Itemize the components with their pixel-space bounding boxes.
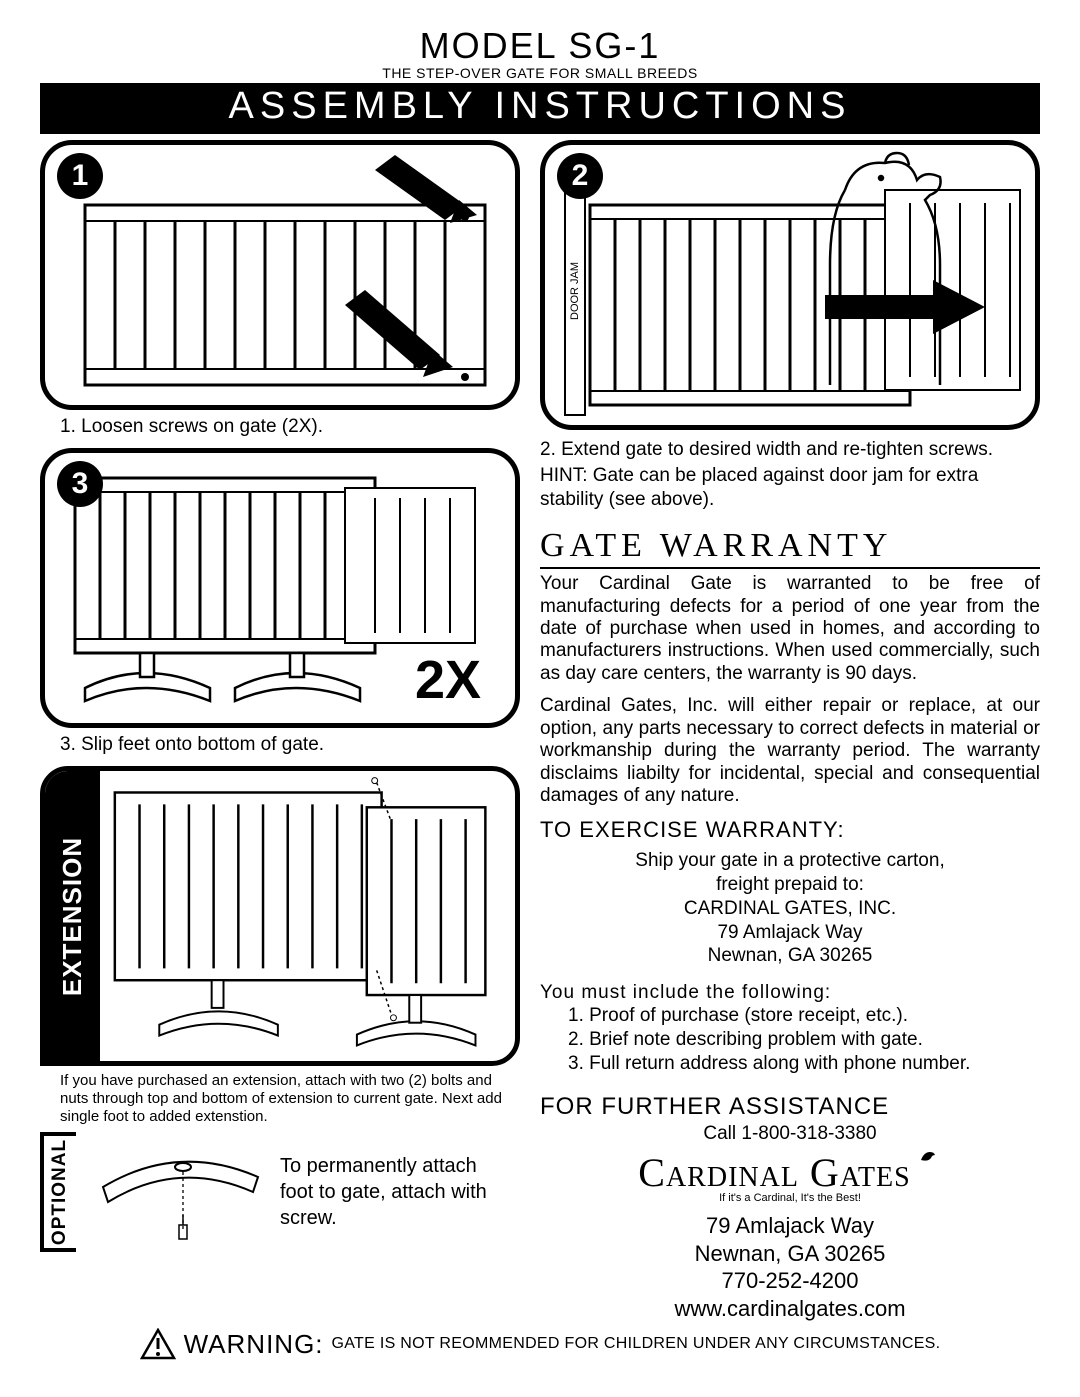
- include-item-3: 3. Full return address along with phone …: [568, 1052, 1040, 1076]
- step1-panel: 1: [40, 140, 520, 410]
- include-head: You must include the following:: [540, 982, 1040, 1004]
- company-address: 79 Amlajack Way Newnan, GA 30265 770-252…: [540, 1212, 1040, 1322]
- step3-panel: 3: [40, 448, 520, 728]
- door-jam-label: DOOR JAM: [569, 262, 581, 320]
- ship-line-3: CARDINAL GATES, INC.: [540, 897, 1040, 921]
- warning-icon: [140, 1328, 176, 1360]
- warranty-p1: Your Cardinal Gate is warranted to be fr…: [540, 573, 1040, 685]
- addr-phone: 770-252-4200: [540, 1267, 1040, 1295]
- warranty-p2: Cardinal Gates, Inc. will either repair …: [540, 695, 1040, 807]
- exercise-head: TO EXERCISE WARRANTY:: [540, 817, 1040, 843]
- step2-diagram: DOOR JAM: [545, 145, 1035, 425]
- extension-diagram: [100, 771, 515, 1061]
- addr-url: www.cardinalgates.com: [540, 1295, 1040, 1323]
- step1-diagram: [45, 145, 515, 405]
- include-list: 1. Proof of purchase (store receipt, etc…: [568, 1004, 1040, 1075]
- warranty-body: Your Cardinal Gate is warranted to be fr…: [540, 573, 1040, 807]
- optional-diagram: [88, 1137, 268, 1247]
- extension-caption: If you have purchased an extension, atta…: [60, 1072, 520, 1126]
- assembly-banner: ASSEMBLY INSTRUCTIONS: [40, 83, 1040, 134]
- step3-badge: 3: [57, 461, 103, 507]
- brand-name: Cardinal Gates: [638, 1150, 910, 1195]
- warranty-header: GATE WARRANTY: [540, 527, 1040, 569]
- step2-caption: 2. Extend gate to desired width and re-t…: [540, 438, 1040, 511]
- optional-tab-label: OPTIONAL: [49, 1139, 71, 1245]
- warning-row: WARNING: GATE IS NOT REOMMENDED FOR CHIL…: [40, 1328, 1040, 1360]
- extension-panel: EXTENSION: [40, 766, 520, 1066]
- step2-line1: 2. Extend gate to desired width and re-t…: [540, 439, 993, 460]
- model-subtitle: THE STEP-OVER GATE FOR SMALL BREEDS: [40, 65, 1040, 81]
- include-item-1: 1. Proof of purchase (store receipt, etc…: [568, 1004, 1040, 1028]
- step2-hint: HINT: Gate can be placed against door ja…: [540, 464, 1040, 512]
- model-title: MODEL SG-1: [40, 25, 1040, 67]
- step1-caption: 1. Loosen screws on gate (2X).: [60, 416, 520, 438]
- warning-body: GATE IS NOT REOMMENDED FOR CHILDREN UNDE…: [332, 1335, 941, 1353]
- extension-tab: EXTENSION: [45, 771, 100, 1061]
- bird-icon: [918, 1146, 938, 1166]
- ship-line-4: 79 Amlajack Way: [540, 921, 1040, 945]
- addr-line-1: 79 Amlajack Way: [540, 1212, 1040, 1240]
- extension-tab-label: EXTENSION: [57, 836, 88, 995]
- optional-caption: To permanently attach foot to gate, atta…: [280, 1153, 490, 1231]
- warning-label: WARNING:: [184, 1329, 324, 1360]
- include-item-2: 2. Brief note describing problem with ga…: [568, 1028, 1040, 1052]
- optional-row: OPTIONAL To permanently attach foot to g…: [40, 1132, 520, 1252]
- assist-head: FOR FURTHER ASSISTANCE: [540, 1093, 1040, 1121]
- step3-diagram: 2X: [45, 453, 515, 723]
- optional-tab: OPTIONAL: [40, 1132, 76, 1252]
- ship-line-5: Newnan, GA 30265: [540, 944, 1040, 968]
- step3-qty-text: 2X: [415, 650, 481, 710]
- exercise-body: Ship your gate in a protective carton, f…: [540, 849, 1040, 968]
- step1-badge: 1: [57, 153, 103, 199]
- step2-panel: 2 DOOR JAM: [540, 140, 1040, 430]
- brand-logo: Cardinal Gates: [540, 1149, 1040, 1196]
- ship-line-2: freight prepaid to:: [540, 873, 1040, 897]
- assist-phone: Call 1-800-318-3380: [540, 1123, 1040, 1145]
- addr-line-2: Newnan, GA 30265: [540, 1240, 1040, 1268]
- ship-line-1: Ship your gate in a protective carton,: [540, 849, 1040, 873]
- step2-badge: 2: [557, 153, 603, 199]
- step3-caption: 3. Slip feet onto bottom of gate.: [60, 734, 520, 756]
